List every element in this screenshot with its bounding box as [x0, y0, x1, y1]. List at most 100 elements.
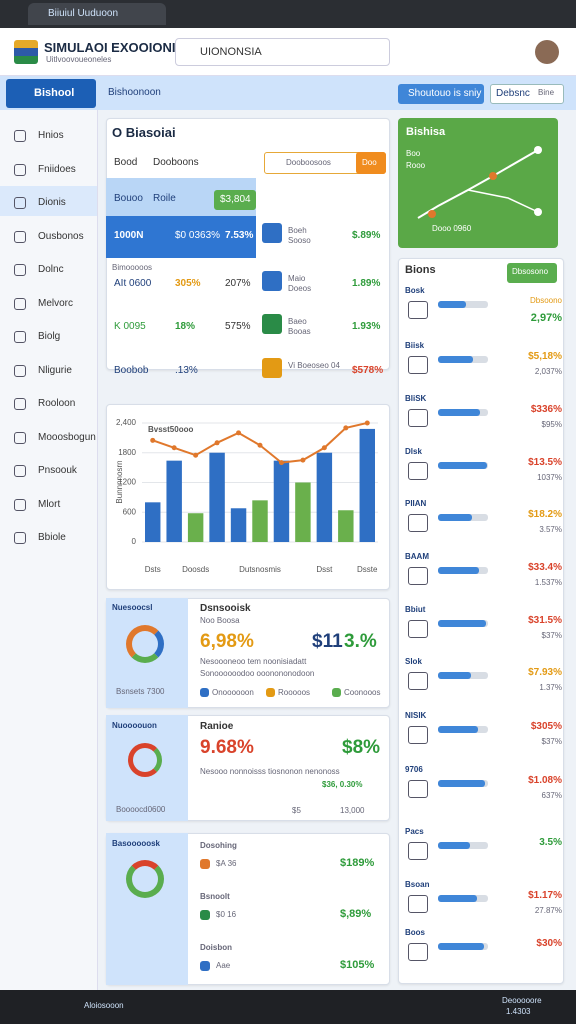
rows: 1000N — [114, 230, 144, 241]
subtitle: Uitlvoovoueoneles — [46, 55, 112, 64]
legend-dot — [200, 688, 209, 697]
progress — [438, 780, 485, 787]
progress — [438, 672, 471, 679]
y-tick-label: 1800 — [118, 448, 136, 457]
list-button[interactable] — [507, 263, 557, 283]
rows: NISIK — [405, 711, 427, 720]
panel-button: Boooocd0600 — [116, 805, 166, 814]
labels: Rooo — [406, 161, 426, 170]
point — [364, 420, 370, 426]
progress — [438, 301, 466, 308]
rows: Dlsk — [405, 447, 422, 456]
point — [150, 437, 156, 443]
rows: Doisbon — [200, 943, 232, 952]
point — [300, 457, 306, 463]
big: 3.% — [344, 631, 377, 652]
buttons: Debsnc — [496, 88, 530, 99]
list-icon — [408, 842, 428, 860]
rows: $105% — [340, 959, 375, 971]
button: Doo — [362, 158, 377, 167]
y-tick-label: 1200 — [118, 478, 136, 487]
side: Boeh — [288, 226, 307, 235]
rows: Bsnoolt — [200, 892, 230, 901]
progress — [438, 514, 472, 521]
sidebar-active — [0, 186, 97, 216]
rows: 1.37% — [539, 683, 562, 692]
dot — [200, 910, 210, 920]
x-tick-label: Dsts — [145, 565, 161, 574]
labels: Dooo 0960 — [432, 224, 472, 233]
rows: 27.87% — [534, 906, 562, 915]
title: Bishisa — [406, 126, 446, 138]
point — [214, 440, 220, 446]
rows: $30% — [536, 938, 562, 949]
search-box[interactable] — [175, 38, 390, 66]
nav-button[interactable] — [490, 84, 564, 104]
icon — [262, 314, 282, 334]
icon — [262, 271, 282, 291]
logo — [14, 40, 38, 64]
rows: Bbiut — [405, 605, 426, 614]
list-icon — [408, 780, 428, 798]
nav-button[interactable] — [398, 84, 484, 104]
browser-tab[interactable] — [28, 3, 166, 25]
sidebar-icon — [14, 264, 26, 276]
big: 6,98% — [200, 631, 254, 652]
title: SIMULAOI EXOOIONI — [44, 40, 176, 55]
clock: Deooooore — [502, 996, 542, 1005]
rows: $95% — [541, 420, 562, 429]
legend: Rooooos — [278, 688, 311, 697]
buttons: Bine — [538, 88, 555, 97]
legend-dot — [266, 688, 275, 697]
side: Sooso — [288, 236, 311, 245]
sidebar-icon — [14, 498, 26, 511]
sidebar — [0, 110, 98, 990]
bar — [230, 508, 247, 542]
list-icon — [408, 356, 428, 374]
items: Bbiole — [38, 532, 66, 543]
dot — [200, 859, 210, 869]
rows: Bosk — [405, 286, 425, 295]
title: Ranioe — [200, 721, 234, 732]
side: Maio — [288, 274, 306, 283]
avatar[interactable] — [535, 40, 559, 64]
app: Aloiosooon — [84, 1001, 124, 1010]
sidebar-icon — [14, 230, 26, 243]
list-icon — [408, 409, 428, 427]
value: $36, 0.30% — [322, 780, 363, 789]
icon — [262, 223, 282, 243]
rows: Biisk — [405, 341, 425, 350]
sidebar-icon — [14, 465, 26, 477]
point — [193, 452, 199, 458]
tabs: Bishoonoon — [108, 87, 161, 98]
button[interactable] — [356, 152, 386, 174]
icon — [262, 358, 282, 378]
panel-button: Bsnsets 7300 — [116, 687, 165, 696]
list-icon — [408, 514, 428, 532]
rows: $A 36 — [216, 859, 237, 868]
items: Dionis — [38, 197, 66, 208]
bar — [359, 428, 375, 542]
rows: $336% — [530, 404, 562, 415]
bar — [338, 510, 354, 542]
rows: 2,037% — [534, 367, 562, 376]
nav-tab-active[interactable] — [6, 79, 96, 108]
rows: 1037% — [537, 473, 562, 482]
panel: Basooooosk — [112, 839, 161, 848]
rows: $,89% — [340, 908, 372, 920]
panel: Nuesoocsl — [112, 603, 153, 612]
chart-card — [106, 404, 390, 590]
rows: Dosohing — [200, 841, 237, 850]
panel — [106, 833, 188, 985]
green-card — [398, 118, 558, 248]
rows: $5,18% — [528, 351, 562, 362]
items: Mlort — [38, 498, 61, 510]
rows: 207% — [225, 278, 251, 289]
items: Rooloon — [38, 398, 76, 409]
rows: $18.2% — [528, 509, 562, 520]
rows: 305% — [175, 278, 201, 289]
text: Nesooo nonnoisss tiosnonon nenonoss — [200, 767, 340, 776]
dot — [200, 961, 210, 971]
title: Dsnsooisk — [200, 603, 251, 614]
point — [236, 430, 242, 436]
